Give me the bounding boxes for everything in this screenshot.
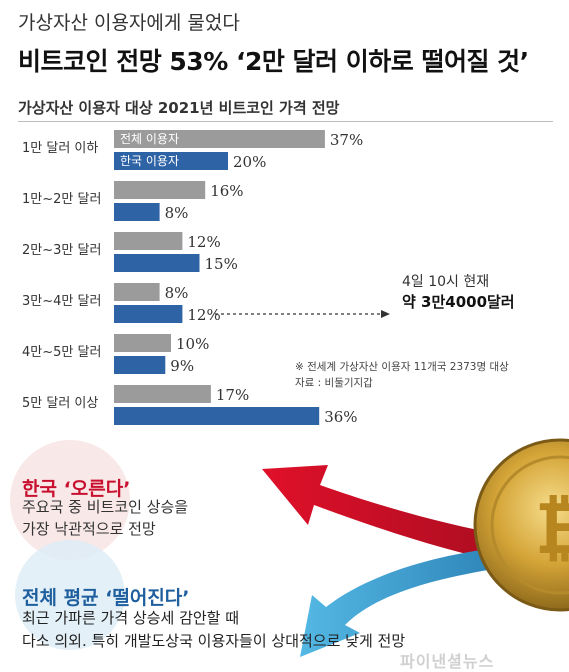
bar-korea <box>114 203 160 221</box>
value-label: 9% <box>170 357 194 375</box>
bar-korea <box>114 356 166 374</box>
series-label: 전체 이용자 <box>120 132 179 146</box>
bar-chart: 1만 달러 이하 37% 전체 이용자 20% 한국 이용자 1만~2만 달러 16% 8% 2… <box>22 130 390 425</box>
bar-total <box>114 232 183 250</box>
bar-korea <box>114 305 183 323</box>
illustration: ₿ <box>10 438 569 657</box>
annotation-arrowhead <box>381 310 390 318</box>
global-text: 최근 가파른 가격 상승세 감안할 때 다소 의외. 특히 개발도상국 이용자들… <box>22 607 405 652</box>
svg-text:₿: ₿ <box>535 486 569 570</box>
category-label: 1만 달러 이하 <box>22 141 98 156</box>
korea-title: 한국 ‘오른다’ <box>22 478 131 500</box>
value-label: 8% <box>165 204 189 222</box>
pink-glow <box>10 440 130 560</box>
bar-total <box>114 334 171 352</box>
bitcoin-coin-icon: ₿ <box>473 438 569 612</box>
category-label: 2만~3만 달러 <box>22 243 101 258</box>
survey-text: ※ 전세계 가상자산 이용자 11개국 2373명 대상 <box>295 361 509 373</box>
blue-arrow-icon <box>300 545 520 657</box>
value-label: 36% <box>324 408 357 425</box>
korea-text: 주요국 중 비트코인 상승을 가장 낙관적으로 전망 <box>22 497 188 541</box>
chart-subtitle: 가상자산 이용자 대상 2021년 비트코인 가격 전망 <box>18 99 340 117</box>
category-label: 3만~4만 달러 <box>22 294 101 309</box>
series-label: 한국 이용자 <box>120 154 179 168</box>
value-label: 10% <box>176 335 209 353</box>
watermark-logo: 파이낸셜뉴스 <box>400 652 495 671</box>
bar-korea <box>114 152 228 170</box>
annotation-line1: 4일 10시 현재 <box>402 274 490 290</box>
global-line1: 최근 가파른 가격 상승세 감안할 때 <box>22 609 240 627</box>
global-title: 전체 평균 ‘떨어진다’ <box>22 587 190 609</box>
value-label: 20% <box>233 153 266 171</box>
bar-total <box>114 181 206 199</box>
annotation-line2: 약 3만4000달러 <box>402 293 515 312</box>
global-line2: 다소 의외. 특히 개발도상국 이용자들이 상대적으로 낮게 전망 <box>22 631 406 650</box>
korea-line1: 주요국 중 비트코인 상승을 <box>22 498 189 516</box>
kicker: 가상자산 이용자에게 물었다 <box>18 12 240 34</box>
divider <box>18 121 553 122</box>
bar-korea <box>114 254 200 272</box>
value-label: 17% <box>216 386 249 404</box>
value-label: 16% <box>210 182 243 200</box>
value-label: 37% <box>330 131 363 149</box>
headline: 비트코인 전망 53% ‘2만 달러 이하로 떨어질 것’ <box>18 47 529 76</box>
value-label: 12% <box>187 306 220 324</box>
bar-total <box>114 130 325 148</box>
category-label: 4만~5만 달러 <box>22 345 101 360</box>
bar-korea <box>114 407 320 425</box>
value-label: 12% <box>187 233 220 251</box>
value-label: 8% <box>165 284 189 302</box>
bar-total <box>114 283 160 301</box>
blue-glow <box>15 540 125 650</box>
source-text: 자료 : 비둘기지갑 <box>295 376 373 389</box>
bar-total <box>114 385 211 403</box>
survey-note: ※ 전세계 가상자산 이용자 11개국 2373명 대상 자료 : 비둘기지갑 <box>295 360 509 392</box>
value-label: 15% <box>205 255 238 273</box>
category-label: 1만~2만 달러 <box>22 192 101 207</box>
korea-line2: 가장 낙관적으로 전망 <box>22 519 156 538</box>
category-label: 5만 달러 이상 <box>22 396 98 411</box>
current-price-annotation: 4일 10시 현재 약 3만4000달러 <box>402 272 515 314</box>
